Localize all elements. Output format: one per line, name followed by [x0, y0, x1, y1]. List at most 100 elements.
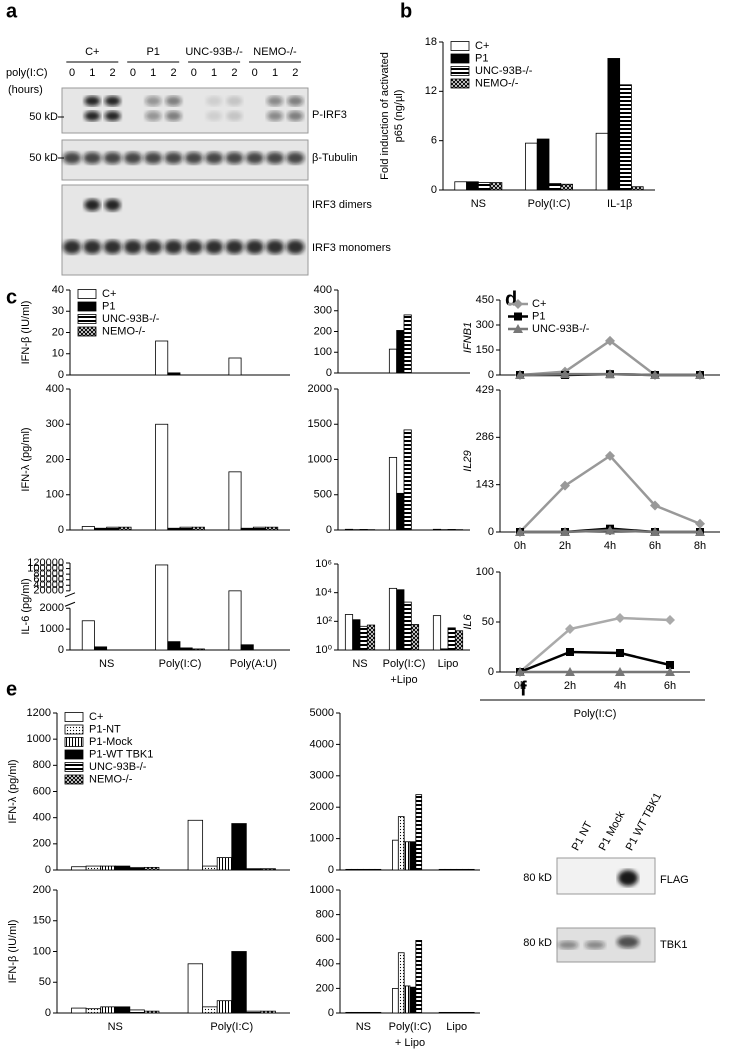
bar — [240, 527, 254, 531]
bar — [438, 1011, 446, 1014]
bar — [100, 1006, 116, 1014]
unit-label: (hours) — [8, 84, 43, 96]
lane-label: 1 — [272, 67, 278, 79]
y-tick-label: 100000 — [27, 562, 64, 574]
y-tick-label: 18 — [425, 36, 437, 48]
blot-band — [123, 152, 142, 164]
bar — [447, 529, 456, 531]
y-axis-label: IFN-β (IU/ml) — [7, 920, 19, 984]
group-label: C+ — [85, 46, 99, 58]
blot-band — [267, 111, 283, 121]
bar — [191, 648, 205, 651]
y-tick-label: 1000 — [27, 733, 51, 745]
y-tick-label: 0 — [488, 369, 494, 381]
blot-band — [184, 240, 203, 254]
bar — [388, 456, 398, 531]
lane-label: 0 — [69, 67, 75, 79]
y-axis-label: IL6 — [462, 613, 474, 629]
marker — [665, 667, 675, 676]
legend-marker — [514, 312, 522, 321]
y-tick-label: 100 — [46, 489, 64, 501]
group-label: P1 — [146, 46, 159, 58]
x-tick-label: 0h — [514, 680, 526, 692]
blot-band — [266, 152, 284, 164]
blot-band — [585, 941, 605, 949]
band-label: IRF3 monomers — [312, 242, 391, 254]
marker — [665, 615, 675, 625]
bar — [403, 985, 411, 1014]
bar — [467, 868, 475, 871]
marker — [565, 624, 575, 634]
y-tick-label: 20000 — [33, 585, 64, 597]
y-tick-label: 100 — [314, 346, 332, 358]
blot-band — [83, 240, 102, 254]
y-tick-label: 2000 — [310, 801, 334, 813]
bar — [392, 988, 399, 1014]
lane-label: 1 — [211, 67, 217, 79]
x-tick-label: NS — [352, 658, 367, 670]
x-tick-label: Poly(I:C) — [383, 658, 426, 670]
blot-band — [206, 96, 223, 106]
blot-band — [164, 240, 183, 254]
blot-strip — [61, 184, 309, 276]
bar — [403, 841, 411, 871]
y-tick-label: 10 — [52, 348, 64, 360]
y-tick-label: 80000 — [33, 568, 64, 580]
bar — [359, 625, 368, 651]
bar — [344, 528, 354, 531]
blot-band — [104, 199, 121, 211]
bar — [202, 1006, 218, 1014]
y-tick-label: 400 — [314, 284, 332, 296]
bar — [444, 868, 452, 871]
bar — [456, 868, 463, 871]
y-axis-label: IFNB1 — [462, 322, 474, 353]
y-tick-label: 200 — [33, 838, 51, 850]
y-tick-label: 10⁰ — [315, 644, 332, 656]
y-tick-label: 2000 — [308, 383, 332, 395]
x-tick-label: Lipo — [446, 1021, 467, 1033]
blot-band — [266, 240, 284, 254]
bar — [245, 868, 262, 871]
x-tick-label: 8h — [694, 540, 706, 552]
bar — [228, 590, 242, 651]
bar — [114, 1006, 131, 1014]
lane-label: 0 — [252, 67, 258, 79]
bar — [410, 624, 420, 651]
legend-label: NEMO-/- — [102, 325, 146, 337]
bar — [409, 986, 417, 1014]
blot-strip — [556, 857, 656, 895]
legend-swatch — [64, 749, 84, 760]
bar — [388, 348, 398, 374]
panel-label: c — [6, 286, 17, 308]
legend-label: P1 — [475, 52, 488, 64]
y-tick-label: 800 — [33, 759, 51, 771]
y-tick-label: 10⁴ — [315, 587, 332, 599]
bar — [357, 1011, 364, 1014]
bar — [155, 423, 169, 531]
bar — [191, 526, 205, 531]
blot-band — [558, 941, 578, 949]
x-tick-label: Poly(A:U) — [230, 658, 277, 670]
axis-break — [64, 601, 76, 607]
x-tick-sublabel: + Lipo — [395, 1037, 425, 1049]
bar — [450, 868, 458, 871]
legend-swatch — [450, 66, 470, 76]
blot-band — [205, 152, 224, 164]
bar — [403, 429, 412, 531]
bar — [143, 1010, 160, 1014]
x-tick-label: NS — [356, 1021, 371, 1033]
band-label: β-Tubulin — [312, 152, 358, 164]
lane-label: 2 — [292, 67, 298, 79]
bar — [94, 527, 108, 531]
blot-band — [245, 152, 264, 164]
legend-marker — [513, 299, 523, 309]
bar — [129, 1009, 145, 1014]
bar — [447, 627, 456, 651]
blot-band — [205, 240, 224, 254]
lane-label: 1 — [89, 67, 95, 79]
panel-label: f — [520, 678, 527, 700]
blot-band — [104, 96, 121, 106]
bar — [366, 624, 376, 651]
bar — [71, 1007, 87, 1014]
